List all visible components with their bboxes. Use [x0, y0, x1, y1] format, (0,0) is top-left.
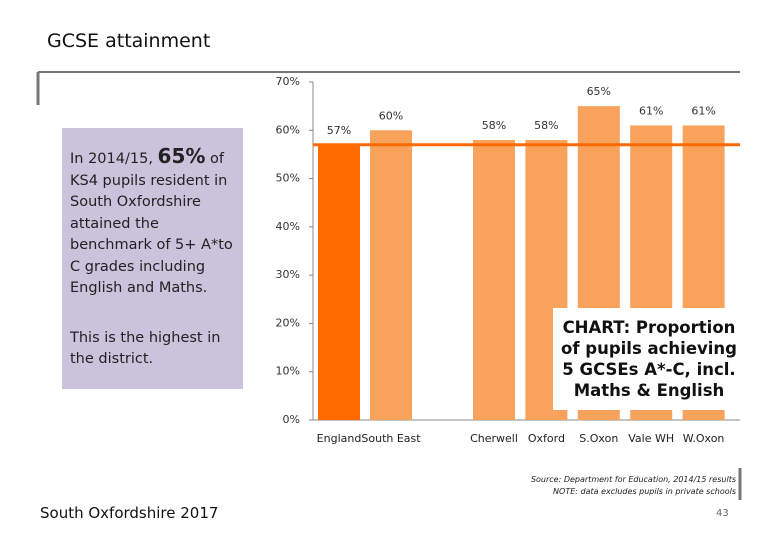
data-label: 58% [534, 119, 558, 132]
data-label: 61% [639, 104, 663, 117]
data-label: 58% [482, 119, 506, 132]
panel-highlight: 65% [157, 144, 206, 168]
source: Source: Department for Education, 2014/1… [530, 475, 736, 484]
y-tick-label: 20% [276, 316, 300, 329]
panel-note: This is the highest in the district. [70, 329, 221, 368]
x-tick-label: S.Oxon [579, 432, 619, 445]
x-tick-label: Vale WH [628, 432, 675, 445]
x-tick-label: England [316, 432, 362, 445]
bar [318, 144, 360, 420]
x-tick-label: South East [361, 432, 421, 445]
source-block: Source: Department for Education, 2014/1… [531, 474, 736, 498]
y-tick-label: 40% [276, 220, 300, 233]
x-tick-label: W.Oxon [682, 432, 725, 445]
bar [473, 139, 515, 420]
data-label: 60% [379, 109, 403, 122]
y-tick-label: 70% [276, 75, 300, 88]
x-tick-label: Oxford [527, 432, 565, 445]
y-tick-label: 60% [276, 123, 300, 136]
chart-annotation: CHART: Proportion of pupils achieving 5 … [553, 308, 745, 410]
y-tick-label: 50% [276, 172, 300, 185]
source-note: NOTE: data excludes pupils in private sc… [553, 487, 736, 496]
footer-left: South Oxfordshire 2017 [40, 504, 219, 522]
panel-text: of KS4 pupils resident in South Oxfordsh… [70, 151, 233, 296]
y-tick-label: 10% [276, 365, 300, 378]
slide-title: GCSE attainment [47, 30, 211, 52]
bar [370, 130, 412, 421]
page-number: 43 [716, 508, 729, 519]
data-label: 61% [691, 104, 715, 117]
info-panel: In 2014/15, 65% of KS4 pupils resident i… [62, 128, 243, 389]
data-label: 57% [327, 124, 351, 137]
data-label: 65% [587, 85, 611, 98]
panel-text: In 2014/15, [70, 151, 158, 167]
y-tick-label: 0% [283, 413, 300, 426]
y-tick-label: 30% [276, 268, 300, 281]
x-tick-label: Cherwell [470, 432, 518, 445]
